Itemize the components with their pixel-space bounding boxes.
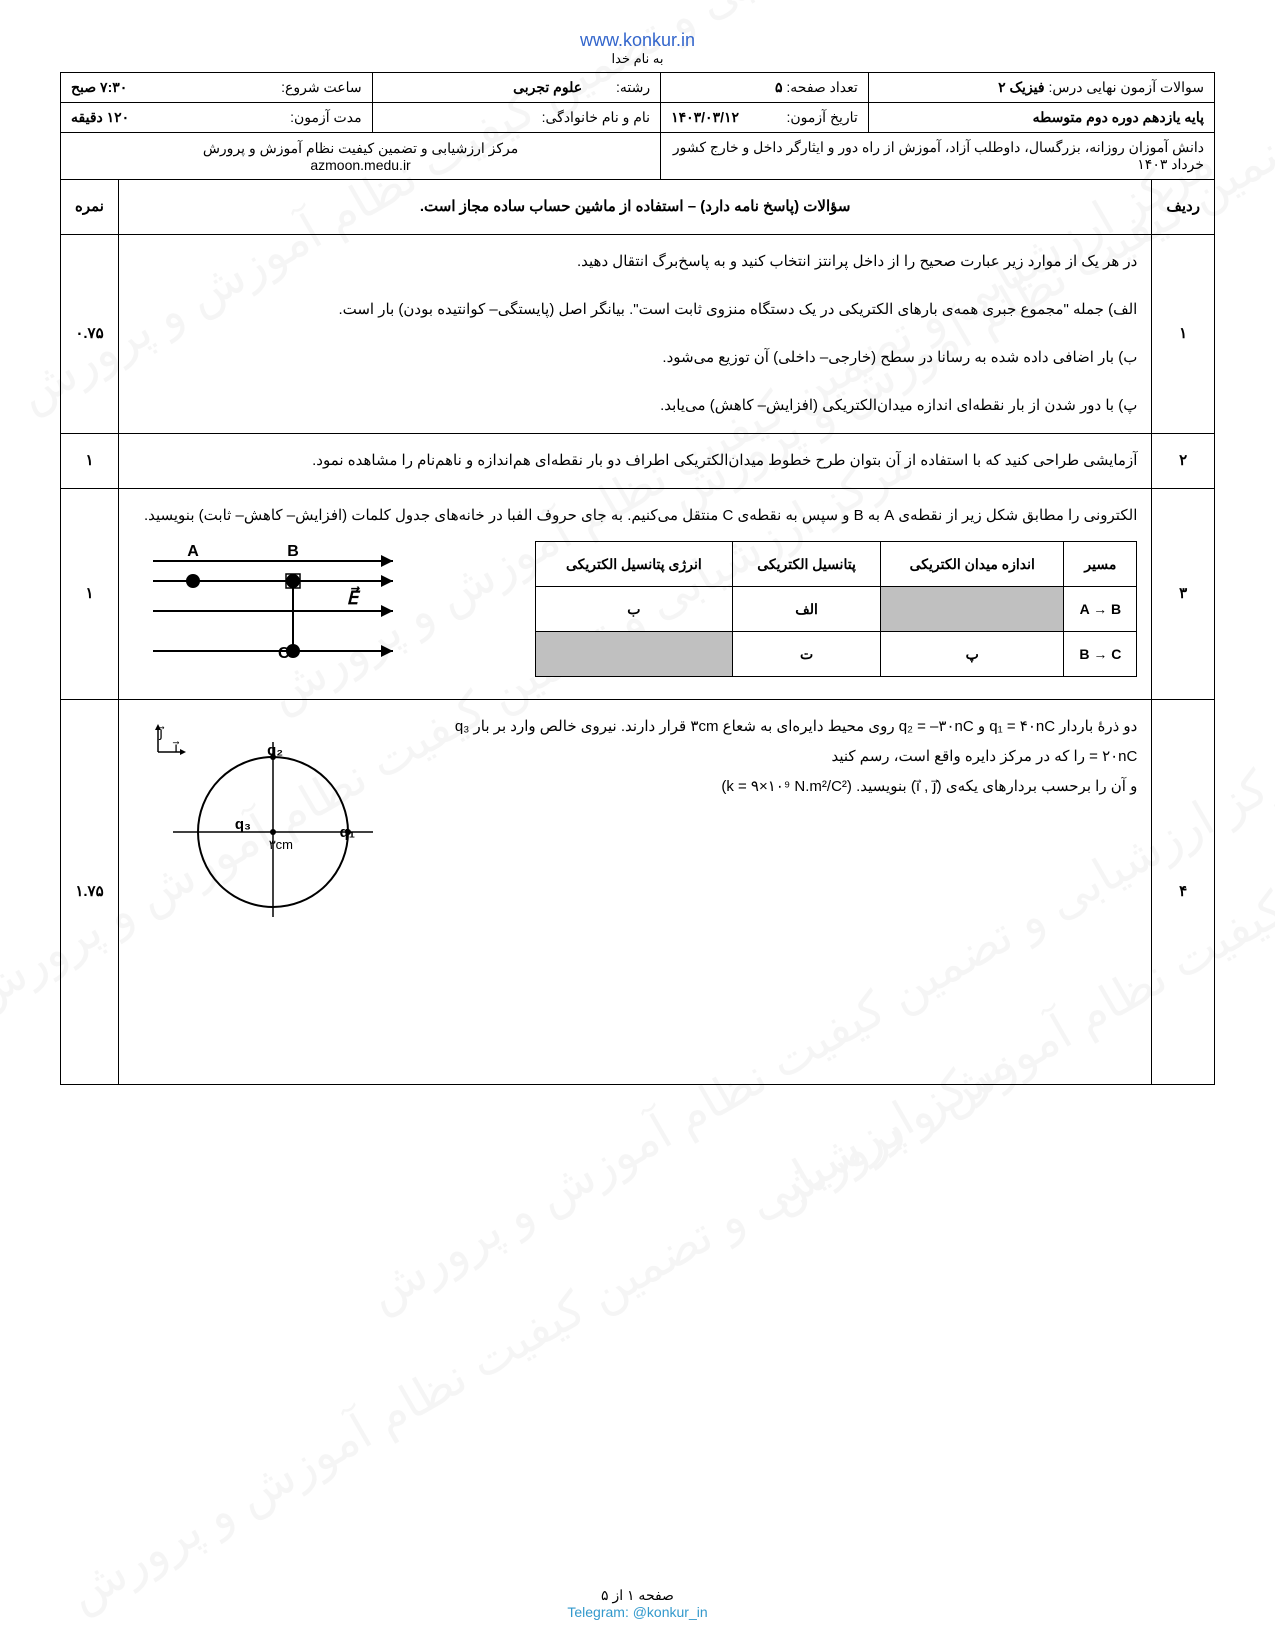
subject-label: سوالات آزمون نهایی درس:: [1048, 79, 1204, 95]
header-row-2: پایه یازدهم دوره دوم متوسطه تاریخ آزمون:…: [61, 103, 1215, 133]
duration-value: ۱۲۰ دقیقه: [71, 109, 129, 126]
watermark-text: مرکز ارزشیابی و تضمین کیفیت نظام آموزش و…: [58, 1033, 1023, 1622]
svg-text:E⃗: E⃗: [347, 585, 361, 607]
date-value: ۱۴۰۳/۰۳/۱۲: [671, 109, 739, 126]
header-row-3: دانش آموزان روزانه، بزرگسال، داوطلب آزاد…: [61, 133, 1215, 180]
q3-number: ۳: [1152, 488, 1215, 699]
center-url: azmoon.medu.ir: [71, 157, 650, 173]
q3-score: ۱: [61, 488, 119, 699]
subject-value: فیزیک ۲: [998, 79, 1045, 95]
grade-value: پایه یازدهم دوره دوم متوسطه: [868, 103, 1214, 133]
duration-label: مدت آزمون:: [290, 109, 361, 125]
pages-value: ۵: [775, 79, 783, 95]
svg-text:A: A: [187, 543, 199, 560]
q2-score: ۱: [61, 433, 119, 488]
q3-intro: الکترونی را مطابق شکل زیر از نقطه‌ی A به…: [133, 501, 1137, 531]
field-label: رشته:: [616, 79, 650, 95]
q3-field-diagram: A B C E⃗: [143, 536, 403, 676]
field-value: علوم تجربی: [513, 79, 582, 95]
header-row-1: سوالات آزمون نهایی درس: فیزیک ۲ تعداد صف…: [61, 73, 1215, 103]
question-row-3: ۳ الکترونی را مطابق شکل زیر از نقطه‌ی A …: [61, 488, 1215, 699]
q2-body: آزمایشی طراحی کنید که با استفاده از آن ب…: [118, 433, 1151, 488]
page-number: صفحه ۱ از ۵: [0, 1587, 1275, 1604]
q4-number: ۴: [1152, 699, 1215, 1084]
q3-answer-table: مسیر اندازه میدان الکتریکی پتانسیل الکتر…: [535, 541, 1138, 677]
questions-table: ردیف سؤالات (پاسخ نامه دارد) – استفاده ا…: [60, 179, 1215, 1085]
q3-th-energy: انرژی پتانسیل الکتریکی: [535, 541, 732, 586]
q3-r1-c1: A → B: [1064, 586, 1137, 631]
q1-part-c: پ) با دور شدن از بار نقطه‌ای اندازه میدا…: [133, 391, 1137, 421]
q1-intro: در هر یک از موارد زیر عبارت صحیح را از د…: [133, 247, 1137, 277]
pages-label: تعداد صفحه:: [786, 79, 857, 95]
q4-line2: و آن را برحسب بردارهای یکه‌ی (i⃗ , j⃗) ب…: [454, 772, 1137, 802]
q1-score: ۰.۷۵: [61, 234, 119, 433]
q2-number: ۲: [1152, 433, 1215, 488]
q3-r2-c4: [535, 631, 732, 676]
exam-header-table: سوالات آزمون نهایی درس: فیزیک ۲ تعداد صف…: [60, 72, 1215, 180]
q3-r1-c4: ب: [535, 586, 732, 631]
col-header-row: ردیف: [1152, 179, 1215, 234]
q1-part-b: ب) بار اضافی داده شده به رسانا در سطح (خ…: [133, 343, 1137, 373]
q1-number: ۱: [1152, 234, 1215, 433]
q3-r2-c2: پ: [881, 631, 1064, 676]
date-label: تاریخ آزمون:: [787, 109, 858, 125]
q4-circle-diagram: j⃗ i⃗ q₂ q₁: [143, 717, 393, 927]
svg-text:C: C: [278, 645, 290, 662]
questions-header-row: ردیف سؤالات (پاسخ نامه دارد) – استفاده ا…: [61, 179, 1215, 234]
q4-body: دو ذرهٔ باردار q₁ = ۴۰nC و q₂ = –۳۰nC رو…: [118, 699, 1151, 1084]
source-url: www.konkur.in: [60, 30, 1215, 51]
svg-text:q₃: q₃: [235, 816, 251, 833]
question-row-1: ۱ در هر یک از موارد زیر عبارت صحیح را از…: [61, 234, 1215, 433]
col-header-score: نمره: [61, 179, 119, 234]
start-label: ساعت شروع:: [281, 79, 361, 95]
q4-score: ۱.۷۵: [61, 699, 119, 1084]
q3-th-potential: پتانسیل الکتریکی: [733, 541, 881, 586]
q4-line1: دو ذرهٔ باردار q₁ = ۴۰nC و q₂ = –۳۰nC رو…: [454, 712, 1137, 772]
question-row-4: ۴ دو ذرهٔ باردار q₁ = ۴۰nC و q₂ = –۳۰nC …: [61, 699, 1215, 1084]
q1-part-a: الف) جمله "مجموع جبری همه‌ی بارهای الکتر…: [133, 295, 1137, 325]
q3-body: الکترونی را مطابق شکل زیر از نقطه‌ی A به…: [118, 488, 1151, 699]
center-name: مرکز ارزشیابی و تضمین کیفیت نظام آموزش و…: [71, 140, 650, 157]
q3-r2-c3: ت: [733, 631, 881, 676]
students-info: دانش آموزان روزانه، بزرگسال، داوطلب آزاد…: [661, 133, 1215, 180]
svg-text:B: B: [287, 543, 299, 560]
name-label: نام و نام خانوادگی:: [542, 109, 651, 125]
col-header-questions: سؤالات (پاسخ نامه دارد) – استفاده از ماش…: [118, 179, 1151, 234]
q3-r1-c3: الف: [733, 586, 881, 631]
page-footer: صفحه ۱ از ۵ Telegram: @konkur_in: [0, 1587, 1275, 1620]
q3-th-path: مسیر: [1064, 541, 1137, 586]
q3-th-field: اندازه میدان الکتریکی: [881, 541, 1064, 586]
q3-r1-c2: [881, 586, 1064, 631]
svg-text:۳cm: ۳cm: [269, 837, 293, 852]
svg-text:q₂: q₂: [267, 742, 283, 759]
q3-r2-c1: B → C: [1064, 631, 1137, 676]
basmala: به نام خدا: [60, 51, 1215, 67]
telegram-handle: Telegram: @konkur_in: [0, 1604, 1275, 1620]
question-row-2: ۲ آزمایشی طراحی کنید که با استفاده از آن…: [61, 433, 1215, 488]
q1-body: در هر یک از موارد زیر عبارت صحیح را از د…: [118, 234, 1151, 433]
svg-text:q₁: q₁: [340, 824, 355, 841]
start-value: ۷:۳۰ صبح: [71, 79, 127, 96]
